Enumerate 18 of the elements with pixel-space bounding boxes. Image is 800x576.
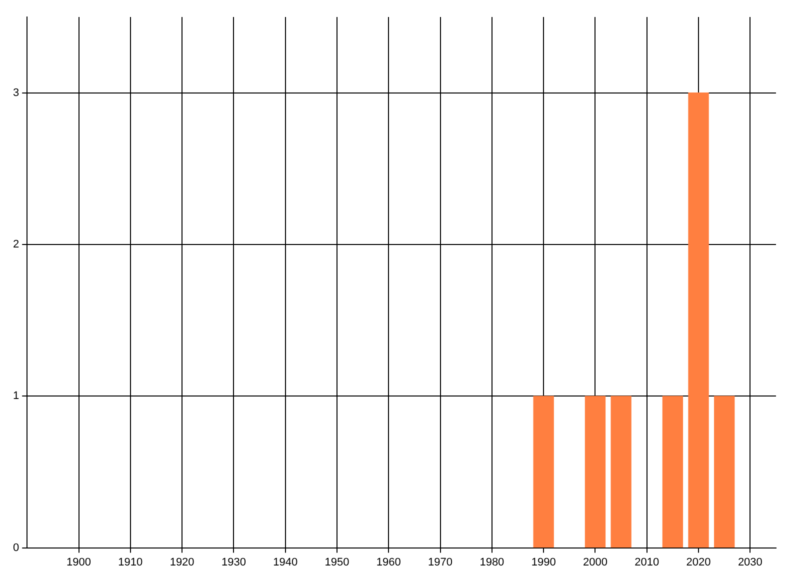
x-tick-label: 1980 bbox=[480, 556, 504, 568]
x-tick-label: 1930 bbox=[221, 556, 246, 568]
y-tick-label: 0 bbox=[12, 542, 20, 554]
x-tick-label: 2010 bbox=[634, 556, 660, 568]
y-tick-label: 2 bbox=[12, 238, 20, 251]
x-tick-label: 1920 bbox=[170, 556, 194, 568]
x-tick-label: 2030 bbox=[738, 556, 762, 568]
y-tick-label: 3 bbox=[12, 86, 20, 99]
x-tick-label: 2020 bbox=[686, 556, 711, 568]
x-tick-label: 1960 bbox=[376, 556, 401, 568]
x-tick-label: 1910 bbox=[118, 556, 143, 568]
x-tick-label: 1940 bbox=[273, 556, 298, 568]
x-tick-label: 1900 bbox=[66, 556, 92, 568]
y-tick-label: 1 bbox=[12, 390, 20, 402]
x-tick-label: 1990 bbox=[531, 556, 556, 568]
x-tick-label: 1970 bbox=[428, 556, 453, 568]
x-tick-label: 1950 bbox=[324, 556, 350, 568]
x-tick-label: 2000 bbox=[582, 556, 608, 568]
